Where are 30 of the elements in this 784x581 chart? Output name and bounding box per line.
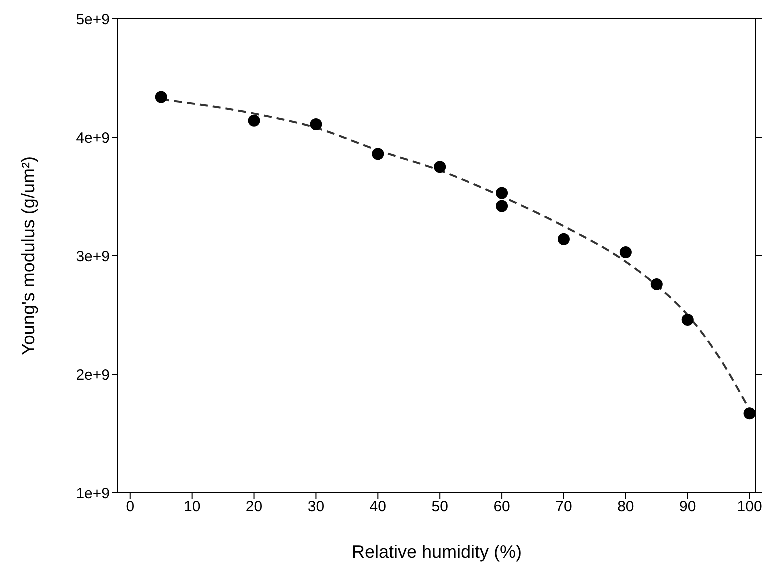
x-axis-title: Relative humidity (%) [352, 542, 522, 562]
point [310, 118, 322, 130]
point [558, 233, 570, 246]
y-tick-label: 3e+9 [76, 248, 110, 266]
y-tick-label: 5e+9 [76, 11, 110, 28]
y-tick-label: 4e+9 [76, 130, 110, 147]
x-tick-label: 60 [494, 498, 510, 516]
point [155, 91, 168, 104]
point [496, 200, 508, 212]
x-tick-label: 10 [184, 498, 201, 516]
x-tick-label: 80 [618, 498, 634, 516]
y-axis-title: Young's modulus (g/um²) [18, 156, 38, 356]
y-tick-label: 1e+9 [76, 485, 110, 502]
x-tick-label: 30 [308, 498, 325, 516]
point [744, 408, 756, 420]
point [434, 161, 446, 174]
point [496, 187, 508, 200]
x-tick-label: 40 [370, 498, 386, 516]
point [248, 114, 260, 127]
point [620, 246, 632, 258]
x-tick-label: 0 [126, 498, 135, 516]
x-tick-label: 90 [680, 498, 696, 516]
x-tick-label: 100 [737, 498, 762, 516]
point [372, 148, 384, 160]
x-tick-label: 50 [432, 498, 448, 516]
x-tick-label: 70 [556, 498, 572, 516]
point [682, 314, 694, 326]
point [650, 278, 663, 290]
y-tick-label: 2e+9 [76, 366, 110, 384]
x-tick-label: 20 [246, 498, 263, 516]
